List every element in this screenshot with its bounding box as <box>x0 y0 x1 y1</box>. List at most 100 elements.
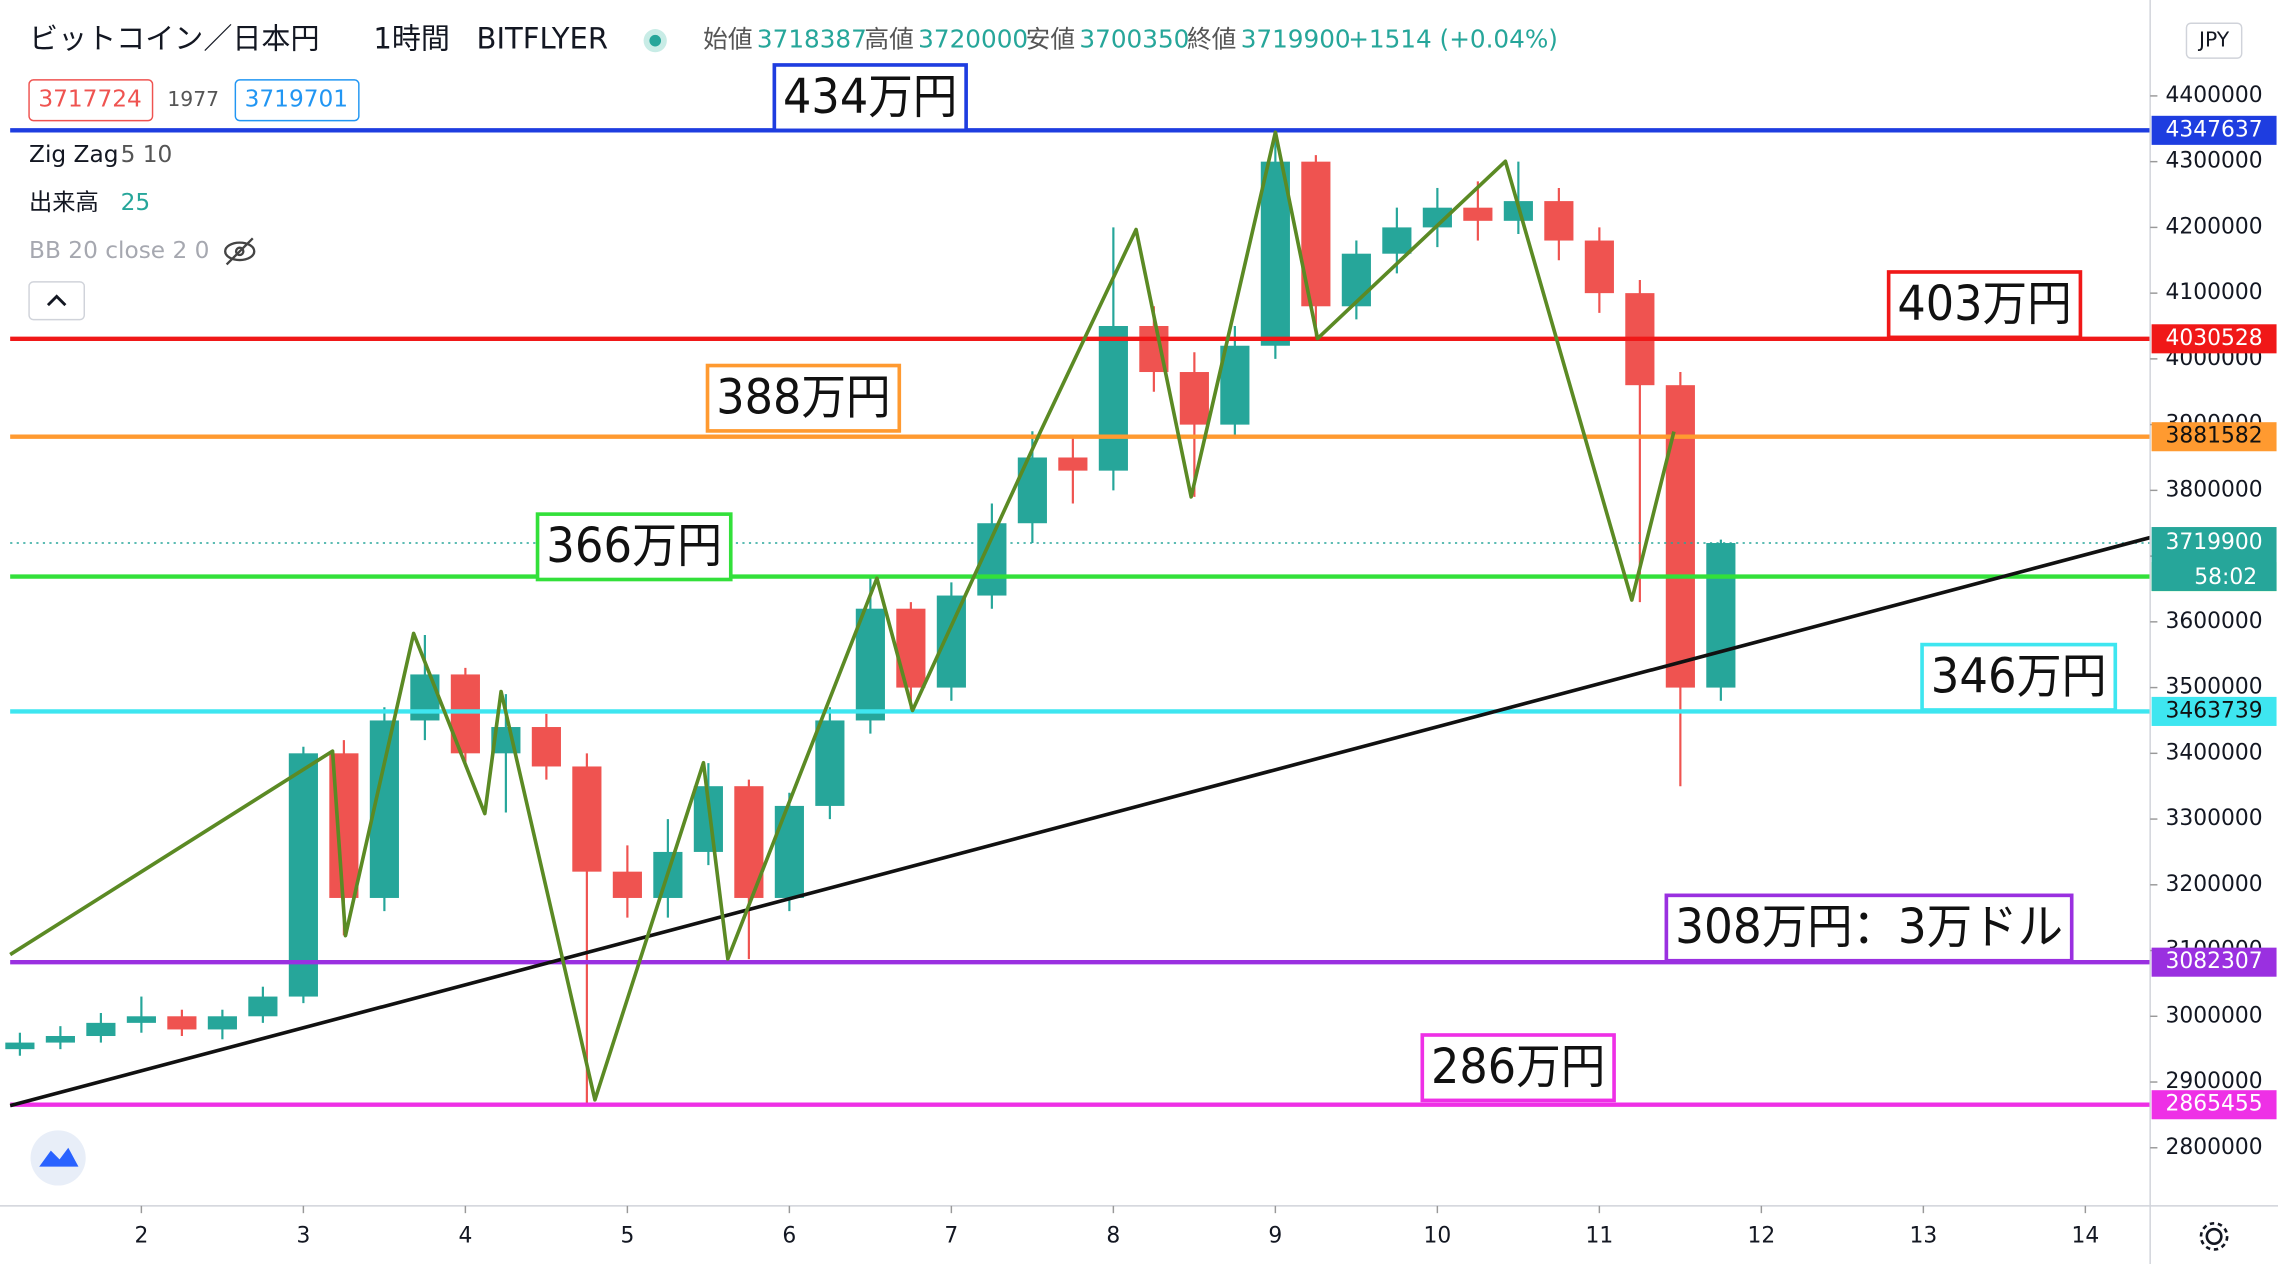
trend-line <box>9 535 2151 1108</box>
ohlc-value: 3718387 <box>757 25 867 54</box>
change: +1514 (+0.04%) <box>1348 25 1558 54</box>
level-price-label: 3463739 <box>2166 698 2263 723</box>
currency: JPY <box>2197 28 2230 52</box>
ohlc-label: 高値 <box>864 25 913 54</box>
x-tick-label: 11 <box>1586 1223 1614 1248</box>
level-price-box <box>2151 422 2277 452</box>
candle-body <box>207 1016 237 1030</box>
candle-body <box>1584 240 1614 294</box>
y-tick-label: 2900000 <box>2166 1069 2263 1094</box>
level-annotation-box <box>1886 270 2083 340</box>
level-annotation-box <box>1920 642 2118 712</box>
candle-body <box>1665 385 1695 688</box>
candle-body <box>1341 253 1371 307</box>
candle-body <box>774 805 804 898</box>
candle-body <box>612 871 642 898</box>
candle-body <box>815 720 845 806</box>
level-annotation: 388万円 <box>716 370 890 425</box>
x-tick-label: 5 <box>620 1223 634 1248</box>
candle-body <box>1098 326 1128 471</box>
candle-body <box>248 996 278 1017</box>
level-annotation: 403万円 <box>1897 277 2071 332</box>
candle-body <box>1382 227 1412 254</box>
candle-body <box>531 727 561 767</box>
ohlc-label: 始値 <box>703 25 752 54</box>
y-tick-label: 3000000 <box>2166 1003 2263 1028</box>
collapse-button[interactable] <box>28 281 85 321</box>
ohlc-value: 3720000 <box>918 25 1028 54</box>
status-dot <box>649 34 662 47</box>
y-tick-label: 2800000 <box>2166 1135 2263 1160</box>
level-price-box <box>2151 1090 2277 1120</box>
ohlc-label: 終値 <box>1187 25 1236 54</box>
candle-body <box>45 1036 75 1043</box>
hidden-icon[interactable] <box>224 237 256 266</box>
level-price-label: 3082307 <box>2166 949 2263 974</box>
candle-body <box>896 608 926 688</box>
level-annotation-box <box>535 512 733 582</box>
x-tick-label: 7 <box>944 1223 958 1248</box>
candle-body <box>167 1016 197 1030</box>
indicator-name[interactable]: BB 20 close 2 0 <box>29 237 209 264</box>
candle-body <box>126 1016 156 1023</box>
x-tick-label: 9 <box>1268 1223 1282 1248</box>
candle-body <box>86 1022 116 1037</box>
y-tick-label: 3600000 <box>2166 609 2263 634</box>
level-price-box <box>2151 324 2277 354</box>
candle-body <box>1422 207 1452 228</box>
level-annotation: 308万円：3万ドル <box>1675 900 2063 955</box>
level-annotation: 366万円 <box>546 519 722 574</box>
x-tick-label: 13 <box>1909 1223 1937 1248</box>
logo-mark <box>39 1147 79 1167</box>
candle-body <box>572 766 602 872</box>
y-tick-label: 4300000 <box>2166 149 2263 174</box>
level-price-label: 4347637 <box>2166 117 2263 142</box>
y-tick-label: 4200000 <box>2166 214 2263 239</box>
candle-body <box>855 608 885 721</box>
ohlc-value: 3719900 <box>1241 25 1351 54</box>
ask: 3719701 <box>245 86 348 113</box>
level-price-box <box>2151 696 2277 726</box>
ask-box[interactable] <box>234 79 360 122</box>
candle-body <box>5 1042 35 1050</box>
candle-body <box>1179 372 1209 425</box>
candle-body <box>288 753 318 997</box>
y-tick-label: 3200000 <box>2166 872 2263 897</box>
x-tick-label: 8 <box>1106 1223 1120 1248</box>
indicator-params: 5 10 <box>121 141 173 168</box>
candle-body <box>1058 457 1088 471</box>
interval[interactable]: 1時間 <box>373 22 450 56</box>
y-tick-label: 4100000 <box>2166 280 2263 305</box>
spread: 1977 <box>167 87 219 111</box>
x-tick-label: 10 <box>1424 1223 1452 1248</box>
currency-box[interactable] <box>2185 22 2243 59</box>
level-annotation-box <box>1664 893 2074 963</box>
candle-body <box>1706 543 1736 688</box>
x-tick-label: 3 <box>296 1223 310 1248</box>
indicator-name[interactable]: 出来高 <box>29 189 99 216</box>
settings-icon[interactable] <box>2199 1222 2229 1251</box>
candle-body <box>1220 345 1250 425</box>
y-tick-label: 3300000 <box>2166 806 2263 831</box>
x-tick-label: 2 <box>134 1223 148 1248</box>
last-price-label: 3719900 <box>2166 530 2263 555</box>
x-tick-label: 6 <box>782 1223 796 1248</box>
level-price-box <box>2151 115 2277 145</box>
bid-box[interactable] <box>28 79 154 122</box>
level-annotation: 286万円 <box>1431 1040 1605 1095</box>
indicator-name[interactable]: Zig Zag <box>29 141 118 168</box>
level-annotation-box <box>772 63 968 133</box>
ohlc-label: 安値 <box>1026 25 1075 54</box>
level-price-box <box>2151 947 2277 977</box>
zigzag <box>9 130 1676 1102</box>
plot <box>5 128 2151 1108</box>
level-annotation-box <box>1420 1033 1616 1103</box>
candle-body <box>936 595 966 688</box>
level-price-label: 4030528 <box>2166 326 2263 351</box>
symbol[interactable]: ビットコイン／日本円 <box>29 22 319 56</box>
candle-body <box>1260 161 1290 346</box>
x-tick-label: 4 <box>458 1223 472 1248</box>
candle-body <box>1544 201 1574 241</box>
